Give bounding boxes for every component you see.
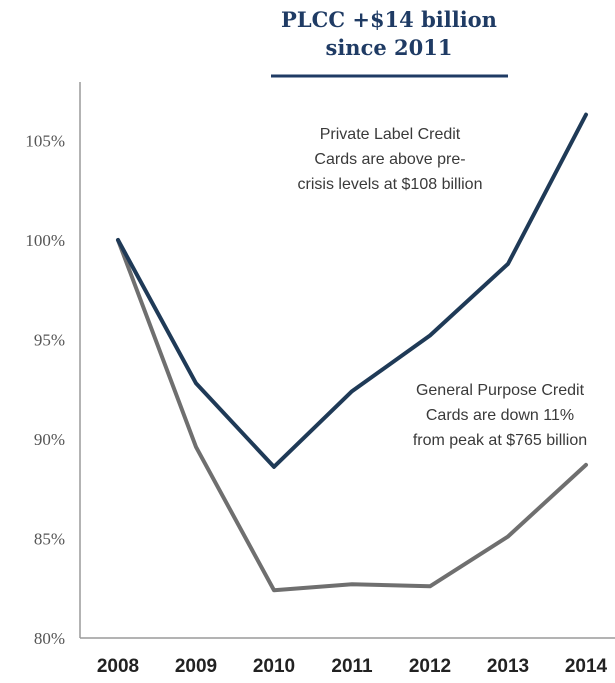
x-tick-label: 2010: [253, 656, 295, 677]
gp-annotation-line-1: General Purpose Credit: [416, 382, 585, 399]
series-point: [194, 445, 198, 449]
x-tick-label: 2009: [175, 656, 217, 677]
x-tick-label: 2008: [97, 656, 139, 677]
y-tick-label: 80%: [34, 629, 65, 648]
x-tick-label: 2011: [331, 656, 373, 677]
plcc-annotation-line-2: Cards are above pre-: [314, 151, 465, 168]
plcc-annotation-line-1: Private Label Credit: [320, 126, 461, 143]
y-tick-label: 90%: [34, 430, 65, 449]
series-point: [584, 113, 588, 117]
series-point: [350, 389, 354, 393]
y-tick-label: 100%: [25, 231, 65, 250]
series-point: [116, 238, 120, 242]
gp-annotation-line-3: from peak at $765 billion: [413, 432, 587, 449]
y-tick-labels: 105% 100% 95% 90% 85% 80%: [25, 132, 65, 649]
series-point: [506, 262, 510, 266]
y-tick-label: 105%: [25, 132, 65, 151]
gp-annotation-line-2: Cards are down 11%: [426, 407, 574, 424]
x-tick-labels: 2008 2009 2010 2011 2012 2013 2014: [97, 656, 608, 677]
x-tick-label: 2012: [409, 656, 451, 677]
x-tick-label: 2013: [487, 656, 529, 677]
x-tick-label: 2014: [565, 656, 608, 677]
y-tick-label: 95%: [34, 331, 65, 350]
series-point: [428, 334, 432, 338]
plcc-annotation-line-3: crisis levels at $108 billion: [298, 176, 483, 193]
y-tick-label: 85%: [34, 530, 65, 549]
series-point: [584, 463, 588, 467]
series-point: [350, 582, 354, 586]
series-point: [428, 584, 432, 588]
chart-title-line-2: since 2011: [326, 35, 453, 60]
series-point: [272, 588, 276, 592]
series-point: [272, 465, 276, 469]
series-lines: [116, 112, 588, 593]
chart-title-line-1: PLCC +$14 billion: [281, 7, 497, 32]
series-point: [506, 535, 510, 539]
series-point: [194, 381, 198, 385]
